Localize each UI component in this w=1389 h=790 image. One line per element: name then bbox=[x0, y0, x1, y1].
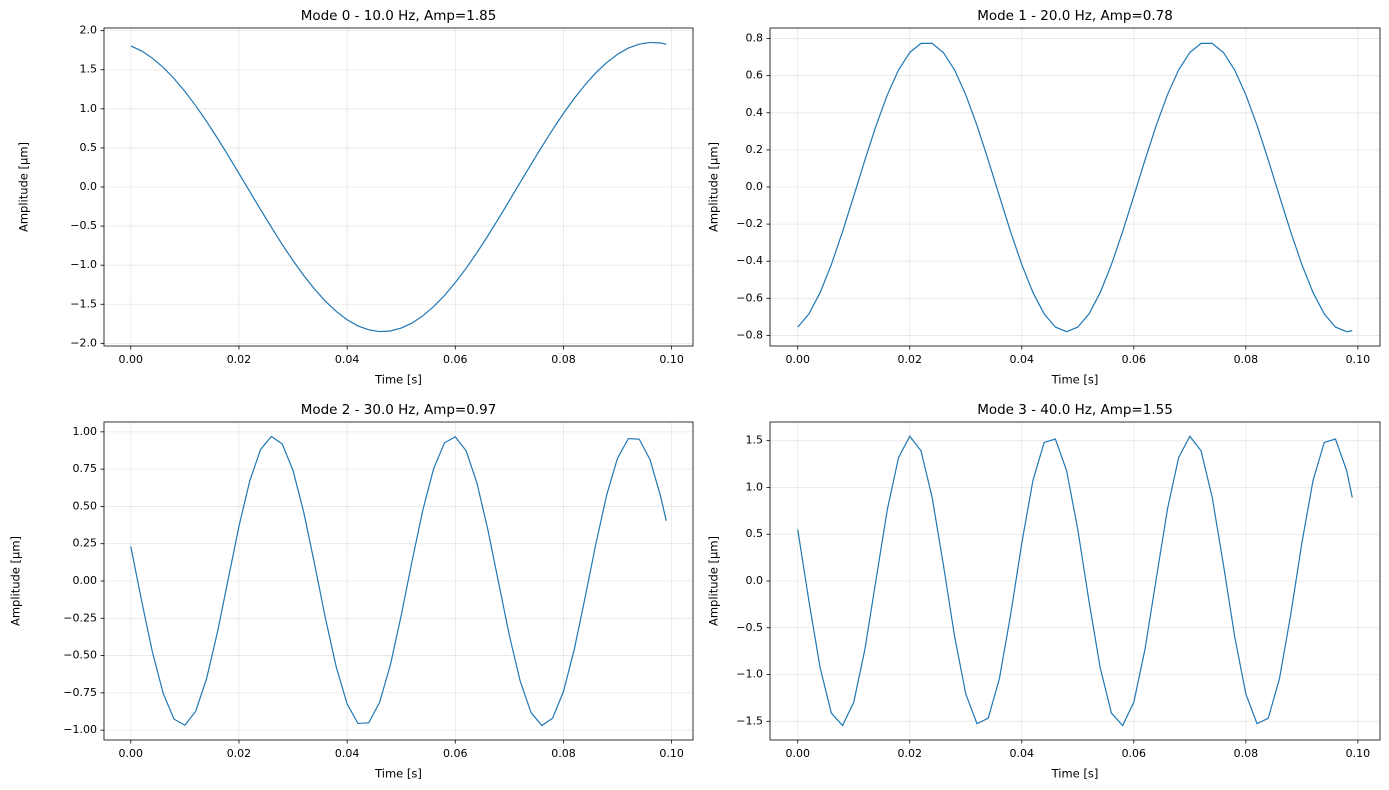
y-tick-label: −0.25 bbox=[63, 611, 97, 624]
x-tick-label: 0.00 bbox=[119, 353, 144, 366]
y-tick-label: 2.0 bbox=[80, 24, 98, 37]
y-tick-label: −0.75 bbox=[63, 686, 97, 699]
y-tick-label: −0.8 bbox=[736, 328, 763, 341]
x-tick-label: 0.08 bbox=[551, 353, 576, 366]
y-tick-label: 1.00 bbox=[73, 425, 98, 438]
y-tick-label: 0.5 bbox=[80, 141, 98, 154]
y-tick-label: −0.6 bbox=[736, 291, 763, 304]
x-axis-label: Time [s] bbox=[1051, 767, 1099, 781]
x-tick-label: 0.08 bbox=[1234, 353, 1259, 366]
x-tick-label: 0.00 bbox=[119, 747, 144, 760]
x-tick-label: 0.02 bbox=[227, 353, 252, 366]
x-tick-label: 0.06 bbox=[443, 353, 468, 366]
y-tick-label: 0.75 bbox=[73, 462, 98, 475]
data-line bbox=[130, 435, 667, 727]
plot-area bbox=[104, 28, 693, 346]
y-tick-label: −1.5 bbox=[736, 714, 763, 727]
y-tick-label: −1.00 bbox=[63, 723, 97, 736]
subplot-title: Mode 3 - 40.0 Hz, Amp=1.55 bbox=[977, 402, 1173, 418]
x-tick-label: 0.00 bbox=[785, 747, 810, 760]
plot-area bbox=[770, 28, 1380, 346]
y-axis-label: Amplitude [µm] bbox=[707, 536, 721, 626]
y-tick-label: −0.2 bbox=[736, 217, 763, 230]
x-tick-label: 0.02 bbox=[898, 353, 923, 366]
x-axis-label: Time [s] bbox=[1051, 373, 1099, 387]
x-tick-label: 0.08 bbox=[551, 747, 576, 760]
y-tick-label: −2.0 bbox=[70, 336, 97, 349]
axes-frame bbox=[103, 421, 694, 741]
y-tick-label: −0.5 bbox=[736, 621, 763, 634]
x-tick-label: 0.10 bbox=[1346, 747, 1371, 760]
x-tick-label: 0.08 bbox=[1234, 747, 1259, 760]
y-tick-label: 0.0 bbox=[746, 180, 764, 193]
y-tick-label: 0.0 bbox=[80, 180, 98, 193]
y-tick-label: 0.25 bbox=[73, 537, 98, 550]
y-tick-label: 0.6 bbox=[746, 69, 764, 82]
x-tick-label: 0.02 bbox=[227, 747, 252, 760]
y-tick-label: −1.0 bbox=[70, 258, 97, 271]
y-axis-label: Amplitude [µm] bbox=[17, 142, 31, 232]
x-tick-label: 0.06 bbox=[1122, 747, 1147, 760]
y-axis-label: Amplitude [µm] bbox=[9, 536, 23, 626]
subplot: 0.00 0.02 0.04 0.06 0.08 0.10 −0.8 −0.6 −0.4 −0.2… bbox=[707, 8, 1381, 387]
x-axis-label: Time [s] bbox=[374, 767, 422, 781]
y-tick-label: −0.50 bbox=[63, 649, 97, 662]
x-tick-label: 0.06 bbox=[443, 747, 468, 760]
subplot: 0.00 0.02 0.04 0.06 0.08 0.10 −1.5 −1.0 −0.5 0.0 0… bbox=[707, 402, 1381, 781]
subplot: 0.00 0.02 0.04 0.06 0.08 0.10 −1.00 −0.75 −0.50 −… bbox=[9, 402, 694, 781]
subplot-title: Mode 0 - 10.0 Hz, Amp=1.85 bbox=[301, 8, 497, 24]
y-tick-label: 1.5 bbox=[746, 434, 764, 447]
data-line bbox=[797, 42, 1353, 333]
x-tick-label: 0.10 bbox=[1346, 353, 1371, 366]
plot-area bbox=[104, 422, 693, 740]
x-tick-label: 0.00 bbox=[785, 353, 810, 366]
data-line bbox=[797, 435, 1353, 727]
y-tick-label: 0.50 bbox=[73, 499, 98, 512]
subplot: 0.00 0.02 0.04 0.06 0.08 0.10 −2.0 −1.5 −1.0 −0.5… bbox=[17, 8, 694, 387]
y-tick-label: −1.0 bbox=[736, 668, 763, 681]
y-tick-label: 1.5 bbox=[80, 63, 98, 76]
y-tick-label: 0.5 bbox=[746, 527, 764, 540]
subplot-title: Mode 2 - 30.0 Hz, Amp=0.97 bbox=[301, 402, 497, 418]
axes-frame bbox=[769, 27, 1381, 347]
x-tick-label: 0.04 bbox=[335, 353, 360, 366]
x-tick-label: 0.04 bbox=[1010, 353, 1035, 366]
y-tick-label: −1.5 bbox=[70, 297, 97, 310]
y-tick-label: 0.4 bbox=[746, 106, 764, 119]
y-axis-label: Amplitude [µm] bbox=[707, 142, 721, 232]
y-tick-label: −0.4 bbox=[736, 254, 763, 267]
y-tick-label: 1.0 bbox=[80, 102, 98, 115]
axes-frame bbox=[769, 421, 1381, 741]
x-tick-label: 0.10 bbox=[659, 747, 684, 760]
y-tick-label: 0.8 bbox=[746, 32, 764, 45]
x-tick-label: 0.02 bbox=[898, 747, 923, 760]
data-line bbox=[130, 41, 667, 333]
y-tick-label: 0.2 bbox=[746, 143, 764, 156]
subplot-title: Mode 1 - 20.0 Hz, Amp=0.78 bbox=[977, 8, 1173, 24]
y-tick-label: 0.00 bbox=[73, 574, 98, 587]
y-tick-label: 1.0 bbox=[746, 480, 764, 493]
y-tick-label: 0.0 bbox=[746, 574, 764, 587]
x-tick-label: 0.10 bbox=[659, 353, 684, 366]
axes-frame bbox=[103, 27, 694, 347]
x-tick-label: 0.04 bbox=[1010, 747, 1035, 760]
y-tick-label: −0.5 bbox=[70, 219, 97, 232]
x-tick-label: 0.04 bbox=[335, 747, 360, 760]
x-axis-label: Time [s] bbox=[374, 373, 422, 387]
x-tick-label: 0.06 bbox=[1122, 353, 1147, 366]
plot-area bbox=[770, 422, 1380, 740]
